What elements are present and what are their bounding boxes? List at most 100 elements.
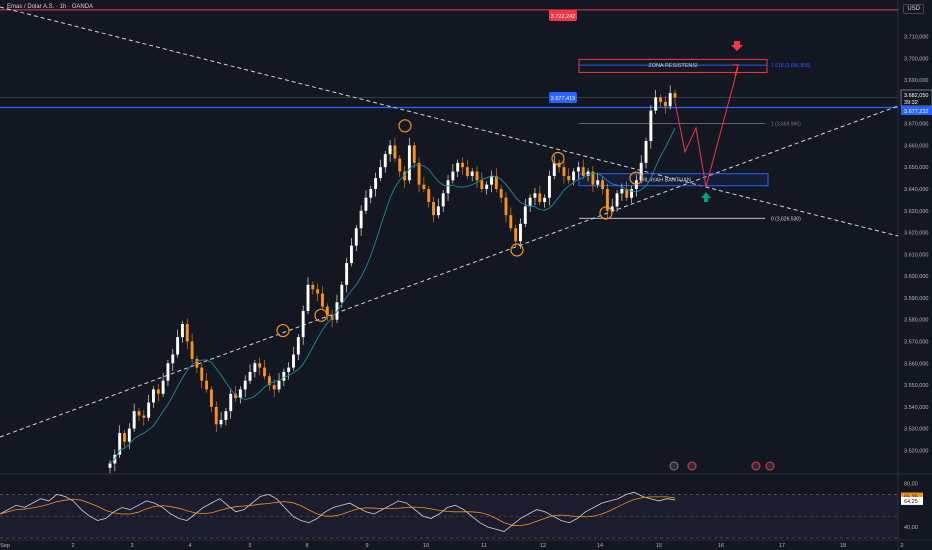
- candle-body: [301, 310, 305, 338]
- candle-body: [673, 93, 677, 98]
- candle-body: [543, 197, 547, 203]
- top-alert-tag: [549, 10, 577, 21]
- symbol-title: Emas / Dolar A.S. · 1h · OANDA: [7, 4, 94, 10]
- event-marker-icon: [751, 461, 761, 471]
- candle-body: [446, 180, 450, 194]
- candle-body: [562, 167, 566, 176]
- level-left-label: 3.677,419: [551, 96, 575, 102]
- time-tick-label: Sep: [0, 543, 10, 549]
- candle-body: [398, 158, 402, 172]
- swing-point-circle: [551, 151, 565, 166]
- candle-body: [596, 180, 600, 185]
- candle-body: [465, 167, 469, 176]
- moving-average-line: [109, 127, 676, 464]
- candle-body: [581, 167, 585, 176]
- rsi-axis-label-80: 80,00: [904, 481, 918, 487]
- candle-body: [528, 197, 532, 207]
- candle-body: [253, 363, 257, 372]
- candle-body: [461, 162, 464, 168]
- time-tick-label: 15: [656, 543, 662, 549]
- candle-body: [127, 428, 131, 442]
- candle-body: [321, 293, 324, 307]
- candle-body: [451, 171, 455, 181]
- candle-body: [345, 263, 349, 285]
- candle-body: [591, 171, 595, 185]
- candle-body: [412, 145, 416, 163]
- rsi-value-tag: [901, 492, 923, 501]
- candle-body: [378, 167, 382, 179]
- support-zone-box: [578, 173, 769, 187]
- time-tick-label: 3: [130, 543, 133, 549]
- candle-body: [494, 175, 498, 189]
- candle-body: [123, 432, 126, 442]
- candle-body: [359, 210, 363, 229]
- candle-body: [586, 171, 590, 176]
- candle-body: [205, 380, 209, 390]
- price-tick-label: 3.630,000: [904, 209, 928, 215]
- candle-body: [514, 228, 518, 242]
- candle-body: [200, 367, 204, 381]
- candle-body: [374, 178, 378, 189]
- price-tick-label: 3.530,000: [904, 427, 928, 433]
- candle-body: [263, 367, 266, 377]
- candle-body: [364, 197, 368, 211]
- candle-body: [475, 171, 479, 181]
- candle-body: [456, 162, 460, 172]
- candle-body: [572, 171, 576, 181]
- candle-body: [306, 284, 310, 311]
- candle-body: [480, 180, 484, 189]
- candle-body: [422, 184, 426, 189]
- event-marker-icon: [687, 461, 697, 471]
- candle-body: [287, 367, 291, 372]
- candle-body: [354, 228, 358, 246]
- time-tick-label: 11: [481, 543, 487, 549]
- price-tick-label: 3.670,000: [904, 122, 928, 128]
- resistance-zone-box: [578, 58, 768, 73]
- candle-body: [267, 376, 271, 386]
- price-tick-label: 3.620,000: [904, 231, 928, 237]
- candle-body: [369, 188, 373, 198]
- candle-body: [311, 284, 315, 290]
- candle-body: [519, 223, 522, 242]
- candle-body: [152, 389, 155, 403]
- candle-body: [663, 101, 667, 107]
- candle-body: [171, 354, 175, 364]
- candle-body: [147, 402, 151, 418]
- time-tick-label: 16: [718, 543, 724, 549]
- candle-body: [161, 380, 165, 394]
- candle-body: [282, 371, 286, 381]
- candle-body: [644, 141, 648, 163]
- candle-body: [567, 175, 571, 181]
- candle-body: [639, 162, 643, 181]
- candle-body: [224, 411, 228, 420]
- swing-point-circle: [599, 206, 613, 220]
- candle-body: [137, 411, 141, 416]
- currency-button[interactable]: USD: [903, 4, 924, 14]
- candle-body: [407, 145, 411, 181]
- event-marker-icon: [669, 461, 679, 471]
- candle-body: [654, 97, 658, 111]
- fib-0-label: 0 (3,626.530): [771, 216, 801, 222]
- candle-body: [195, 358, 199, 368]
- candle-body: [576, 167, 580, 172]
- candle-body: [132, 411, 136, 429]
- top-alert-label: 3.722,242: [551, 14, 575, 20]
- candle-body: [523, 206, 527, 224]
- price-tick-label: 3.710,000: [904, 34, 928, 40]
- price-tick-label: 3.550,000: [904, 383, 928, 389]
- candle-body: [272, 385, 276, 390]
- candle-body: [601, 180, 605, 189]
- candle-body: [156, 389, 160, 394]
- candle-body: [625, 188, 629, 198]
- candle-body: [615, 193, 619, 207]
- price-tick-label: 3.650,000: [904, 165, 928, 171]
- price-tick-label: 3.640,000: [904, 187, 928, 193]
- ascending-trendline: [0, 105, 899, 438]
- up-arrow-icon: [701, 192, 711, 202]
- candle-body: [325, 306, 329, 316]
- candle-body: [504, 197, 508, 216]
- candle-body: [219, 419, 223, 425]
- time-tick-label: 5: [248, 543, 251, 549]
- time-tick-label: 18: [840, 543, 846, 549]
